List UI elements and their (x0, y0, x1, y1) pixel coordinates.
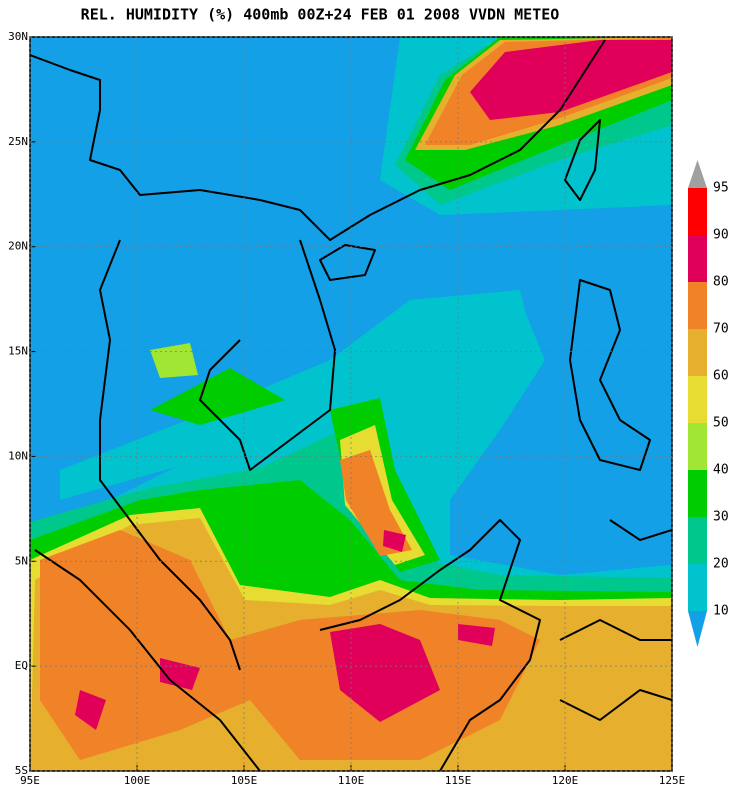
colorbar-box (688, 376, 707, 423)
y-tick-label: 25N (8, 135, 28, 148)
x-tick-label: 105E (231, 774, 258, 787)
colorbar-label: 60 (713, 369, 729, 384)
colorbar-label: 90 (713, 228, 729, 243)
x-tick-label: 115E (445, 774, 472, 787)
colorbar-box (688, 517, 707, 564)
x-tick-label: 100E (124, 774, 151, 787)
x-tick-label: 95E (20, 774, 40, 787)
colorbar-extend-low (688, 611, 707, 647)
colorbar-label: 30 (713, 510, 729, 525)
colorbar-label: 20 (713, 557, 729, 572)
x-tick-label: 110E (338, 774, 365, 787)
colorbar-box (688, 282, 707, 329)
x-tick-label: 125E (659, 774, 686, 787)
map-title: REL. HUMIDITY (%) 400mb 00Z+24 FEB 01 20… (81, 6, 560, 24)
colorbar-label: 95 (713, 181, 729, 196)
coastlines (30, 39, 672, 771)
field-band (60, 290, 530, 500)
colorbar-box (688, 329, 707, 376)
field-band (150, 368, 285, 425)
field-band (330, 624, 440, 722)
colorbar-label: 40 (713, 463, 729, 478)
y-tick-label: 5N (15, 554, 28, 567)
y-tick-label: 15N (8, 345, 28, 358)
field-band (470, 40, 672, 120)
field-band (340, 450, 412, 556)
field-band (383, 530, 406, 552)
y-tick-label: 20N (8, 240, 28, 253)
colorbar-box (688, 470, 707, 517)
humidity-field (30, 37, 672, 771)
colorbar-label: 10 (713, 604, 729, 619)
field-band (458, 624, 495, 646)
colorbar-extend-high (688, 160, 707, 188)
colorbar-box (688, 235, 707, 282)
y-tick-label: 5S (15, 764, 28, 777)
y-tick-label: 30N (8, 30, 28, 43)
colorbar-box (688, 188, 707, 235)
colorbar-box (688, 423, 707, 470)
colorbar-label: 80 (713, 275, 729, 290)
field-band (75, 690, 106, 730)
x-tick-label: 120E (552, 774, 579, 787)
colorbar-box (688, 564, 707, 611)
colorbar-label: 70 (713, 322, 729, 337)
y-tick-label: EQ (15, 659, 28, 672)
colorbar-label: 50 (713, 416, 729, 431)
y-tick-label: 10N (8, 449, 28, 462)
